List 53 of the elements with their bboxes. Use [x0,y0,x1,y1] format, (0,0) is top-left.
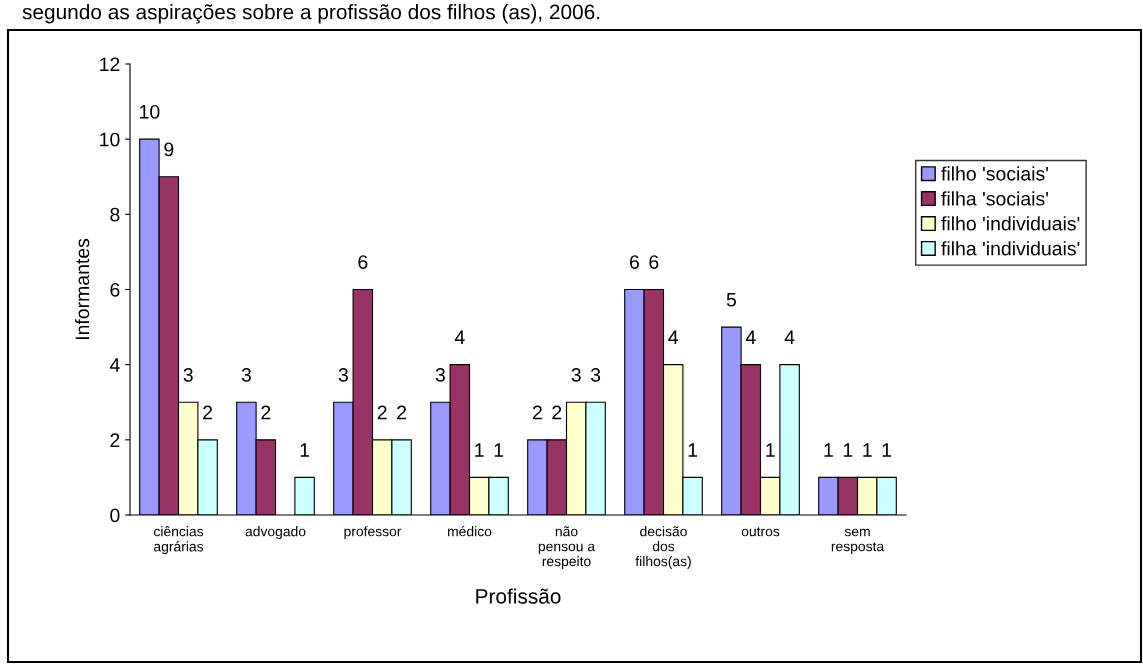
x-tick-label: médico [448,525,492,537]
data-label: 2 [397,405,407,420]
y-tick-label: 8 [110,207,120,222]
legend-label: filha 'sociais' [941,191,1048,206]
data-label: 4 [454,330,465,344]
data-label: 3 [338,367,348,382]
data-label: 4 [784,330,795,344]
y-axis-title: Informantes [74,238,90,340]
y-tick-label: 0 [110,508,120,523]
data-label: 1 [863,443,872,457]
x-tick-label: professor [344,526,402,540]
data-label: 6 [649,255,659,269]
x-tick-label: ciências agrárias [154,526,204,555]
y-tick-label: 2 [110,433,120,447]
data-label: 9 [164,142,174,157]
data-label: 4 [668,330,679,344]
data-label: 1 [475,443,484,457]
data-label: 3 [571,367,581,382]
data-label: 2 [261,405,271,420]
y-tick-label: 10 [100,132,120,147]
data-label: 3 [183,367,193,382]
legend-label: filho 'individuais' [941,216,1080,231]
data-label: 2 [203,405,213,420]
data-label: 1 [300,443,310,457]
data-label: 1 [882,443,892,457]
x-tick-label: sem resposta [831,528,885,555]
data-label: 1 [688,443,698,457]
chart-title: segundo as aspirações sobre a profissão dos filhos (as), 2006. [22,4,600,24]
data-label: 2 [377,405,387,420]
legend-label: filho 'sociais' [941,166,1048,181]
x-tick-label: decisão dos filhos(as) [635,526,691,569]
y-tick-label: 4 [109,358,120,372]
data-label: 6 [358,255,368,269]
data-label: 4 [745,330,756,344]
y-tick-label: 12 [100,57,120,72]
x-tick-label: outros [741,527,780,537]
data-label: 1 [494,443,504,457]
data-label: 3 [590,367,601,382]
x-tick-label: advogado [245,526,306,540]
data-label: 2 [552,405,562,420]
x-axis-title: Profissão [476,588,561,604]
data-label: 3 [435,367,445,382]
data-label: 10 [140,104,160,119]
data-label: 1 [824,443,833,457]
data-label: 5 [726,293,736,307]
data-label: 1 [766,443,775,457]
data-label: 3 [241,367,251,382]
y-tick-label: 6 [110,282,120,297]
data-label: 6 [629,255,639,269]
x-tick-label: não pensou a respeito [538,526,596,569]
data-label: 1 [843,443,853,457]
data-label: 2 [532,405,542,420]
legend-label: filha 'individuais' [941,241,1080,256]
